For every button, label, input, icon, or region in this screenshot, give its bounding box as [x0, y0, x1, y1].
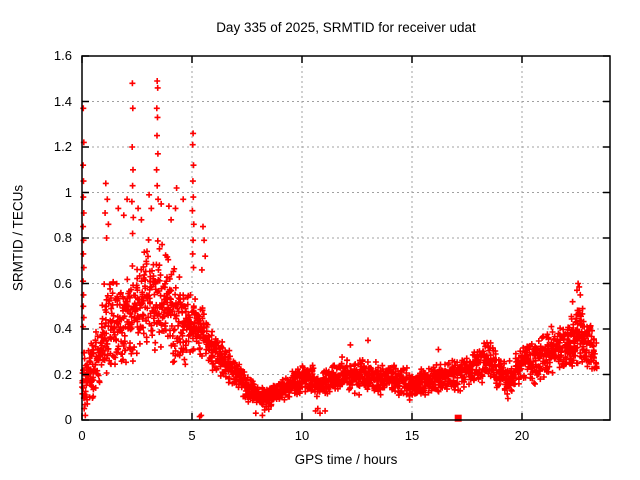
- scatter-points: [79, 78, 600, 420]
- x-tick-label: 15: [404, 428, 420, 443]
- y-tick-label: 1: [64, 184, 72, 200]
- chart-title: Day 335 of 2025, SRMTID for receiver uda…: [216, 20, 476, 35]
- y-tick-label: 0.4: [53, 321, 72, 336]
- grid-lines: [82, 56, 610, 420]
- x-axis-title: GPS time / hours: [294, 452, 398, 467]
- x-tick-label: 20: [514, 428, 530, 443]
- x-tick-label: 5: [188, 428, 196, 443]
- y-tick-label: 1.4: [53, 93, 72, 109]
- square-point: [454, 414, 462, 422]
- y-tick-label: 0.2: [53, 366, 72, 382]
- x-tick-label: 10: [294, 428, 310, 443]
- y-tick-label: 0.6: [53, 275, 72, 291]
- y-tick-label: 0.8: [53, 230, 72, 245]
- y-tick-label: 1.6: [53, 48, 72, 63]
- axis-ticks: [81, 55, 610, 421]
- y-tick-label: 1.2: [53, 139, 72, 154]
- x-tick-label: 0: [78, 428, 86, 443]
- y-tick-label: 0: [64, 412, 72, 427]
